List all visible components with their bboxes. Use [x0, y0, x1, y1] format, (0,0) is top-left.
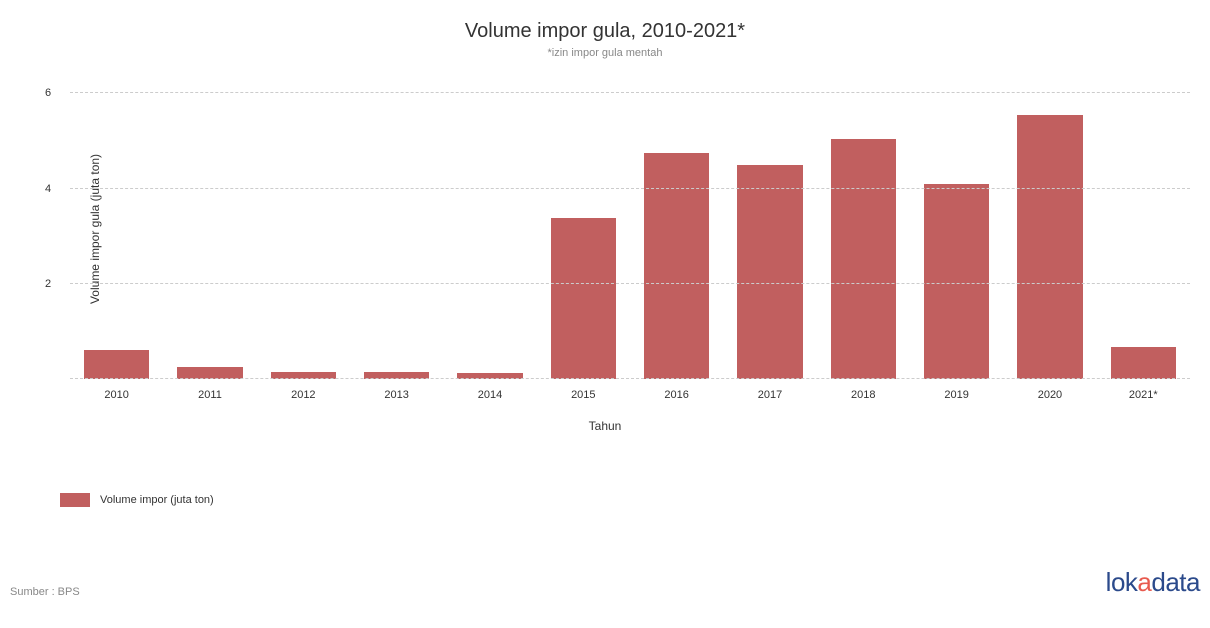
bar-slot: [257, 79, 350, 379]
legend-label: Volume impor (juta ton): [100, 494, 214, 506]
bar-slot: [350, 79, 443, 379]
chart-subtitle: *izin impor gula mentah: [10, 47, 1200, 59]
brand-logo: lokadata: [1106, 567, 1200, 598]
x-axis-labels: 2010201120122013201420152016201720182019…: [70, 389, 1190, 401]
x-tick-label: 2013: [350, 389, 443, 401]
x-tick-label: 2015: [537, 389, 630, 401]
y-tick-label: 2: [45, 278, 51, 290]
x-tick-label: 2021*: [1097, 389, 1190, 401]
x-tick-label: 2017: [723, 389, 816, 401]
bar-slot: [1003, 79, 1096, 379]
x-tick-label: 2019: [910, 389, 1003, 401]
footer: Sumber : BPS lokadata: [10, 567, 1200, 598]
y-tick-label: 6: [45, 87, 51, 99]
bar-slot: [163, 79, 256, 379]
logo-part2: data: [1151, 567, 1200, 597]
logo-accent: a: [1137, 567, 1151, 597]
gridline: [70, 92, 1190, 93]
gridline: [70, 283, 1190, 284]
chart-title: Volume impor gula, 2010-2021*: [10, 20, 1200, 43]
bar-slot: [723, 79, 816, 379]
logo-part1: lok: [1106, 567, 1138, 597]
bar: [737, 165, 802, 379]
bar: [831, 139, 896, 379]
bar-slot: [630, 79, 723, 379]
bar: [924, 184, 989, 379]
bar-slot: [817, 79, 910, 379]
bar-slot: [910, 79, 1003, 379]
x-tick-label: 2020: [1003, 389, 1096, 401]
plot-wrap: Volume impor gula (juta ton) 246: [70, 79, 1190, 379]
chart-container: Volume impor gula, 2010-2021* *izin impo…: [0, 0, 1210, 628]
bars-row: [70, 79, 1190, 379]
bar-slot: [537, 79, 630, 379]
x-tick-label: 2016: [630, 389, 723, 401]
plot-area: 246: [70, 79, 1190, 379]
bar-slot: [1097, 79, 1190, 379]
bar-slot: [443, 79, 536, 379]
x-tick-label: 2012: [257, 389, 350, 401]
gridline: [70, 378, 1190, 379]
bar: [84, 350, 149, 379]
x-tick-label: 2011: [163, 389, 256, 401]
x-axis-title: Tahun: [10, 419, 1200, 433]
bar: [1111, 347, 1176, 379]
gridline: [70, 188, 1190, 189]
x-tick-label: 2018: [817, 389, 910, 401]
bar: [551, 218, 616, 379]
bar-slot: [70, 79, 163, 379]
legend-swatch: [60, 493, 90, 507]
legend: Volume impor (juta ton): [60, 493, 1200, 507]
source-text: Sumber : BPS: [10, 586, 80, 598]
y-tick-label: 4: [45, 183, 51, 195]
bar: [1017, 115, 1082, 379]
x-tick-label: 2010: [70, 389, 163, 401]
x-tick-label: 2014: [443, 389, 536, 401]
